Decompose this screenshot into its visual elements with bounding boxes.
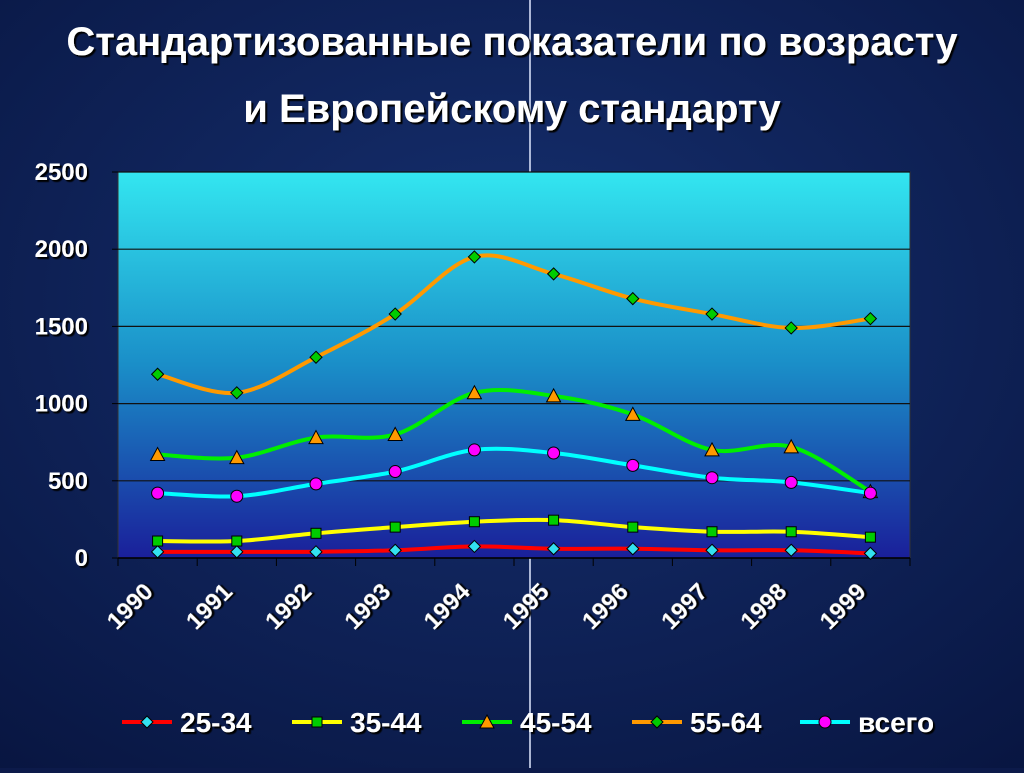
- y-tick-label: 2000: [35, 236, 88, 263]
- y-tick-label: 1500: [35, 313, 88, 340]
- marker: [467, 539, 482, 554]
- marker: [626, 458, 640, 472]
- marker: [389, 521, 401, 533]
- marker: [230, 489, 244, 503]
- marker: [546, 542, 561, 556]
- marker: [479, 713, 495, 729]
- marker: [388, 465, 402, 479]
- marker: [545, 387, 562, 403]
- marker: [706, 526, 718, 538]
- marker: [626, 542, 640, 556]
- marker: [784, 475, 798, 489]
- marker: [152, 535, 164, 547]
- marker: [784, 321, 798, 335]
- marker: [548, 514, 560, 526]
- marker: [311, 716, 323, 728]
- marker: [704, 441, 720, 457]
- series-line: [157, 517, 871, 544]
- legend-label: 55-64: [690, 707, 762, 738]
- legend-label: 35-44: [350, 707, 422, 738]
- series-line: [157, 253, 871, 396]
- marker: [231, 535, 243, 547]
- marker: [864, 531, 876, 543]
- legend-label: всего: [858, 707, 934, 738]
- marker: [705, 471, 719, 485]
- marker: [783, 438, 800, 454]
- marker: [705, 543, 719, 557]
- marker: [387, 426, 404, 441]
- chart-title: Стандартизованные показатели по возрасту…: [66, 20, 958, 131]
- marker: [308, 429, 324, 445]
- y-tick-label: 0: [75, 545, 88, 572]
- marker: [650, 715, 664, 729]
- marker: [150, 545, 165, 559]
- marker: [818, 715, 832, 729]
- marker: [863, 546, 878, 561]
- y-tick-label: 2500: [35, 159, 88, 186]
- marker: [467, 443, 481, 457]
- marker: [228, 449, 245, 465]
- marker: [388, 307, 402, 321]
- legend-label: 45-54: [520, 707, 592, 738]
- marker: [784, 543, 798, 557]
- series-line: [157, 387, 872, 494]
- marker: [149, 446, 166, 462]
- marker: [309, 350, 323, 364]
- marker: [140, 715, 154, 729]
- marker: [230, 386, 244, 400]
- marker: [468, 516, 480, 528]
- marker: [705, 307, 719, 321]
- marker: [466, 384, 483, 400]
- marker: [785, 526, 797, 538]
- series-line: [157, 544, 871, 556]
- marker: [627, 521, 639, 533]
- marker: [310, 527, 322, 539]
- legend-label: 25-34: [180, 707, 252, 738]
- series-line: [157, 446, 871, 499]
- marker: [547, 446, 561, 460]
- marker: [863, 486, 877, 500]
- marker: [626, 291, 640, 306]
- marker: [546, 267, 561, 281]
- marker: [150, 367, 165, 381]
- marker: [230, 545, 244, 559]
- marker: [863, 311, 878, 326]
- marker: [151, 486, 165, 500]
- marker: [388, 543, 402, 557]
- marker: [309, 477, 323, 491]
- y-tick-label: 500: [48, 468, 88, 495]
- marker: [467, 250, 482, 264]
- y-tick-label: 1000: [35, 391, 88, 418]
- marker: [624, 406, 641, 421]
- marker: [309, 545, 323, 559]
